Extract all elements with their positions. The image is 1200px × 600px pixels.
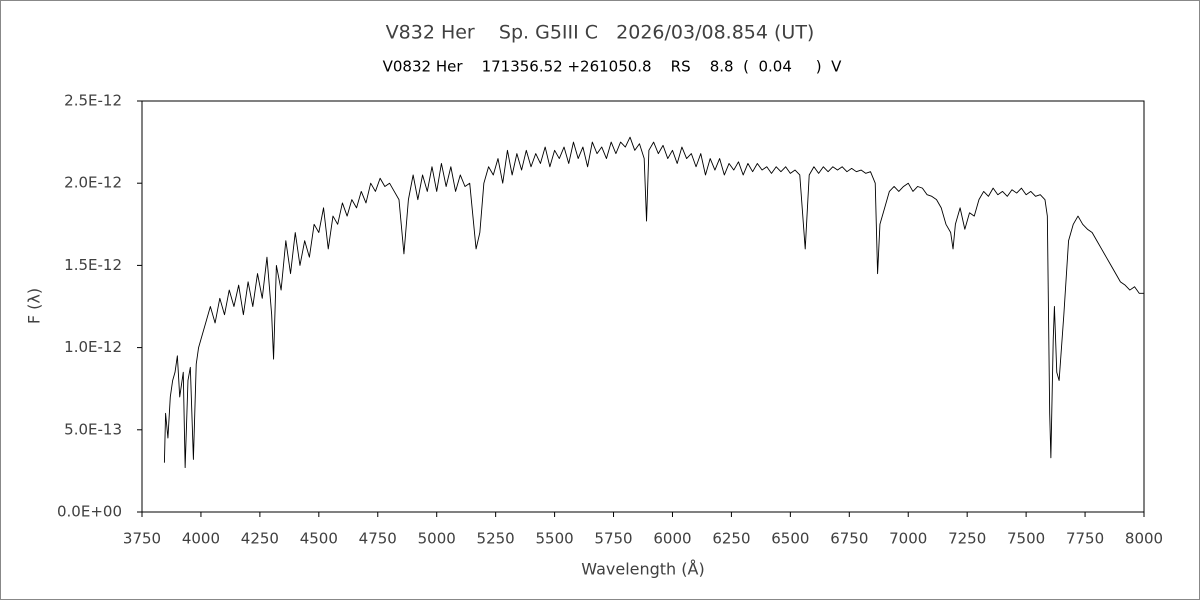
x-tick-label: 4500	[300, 530, 338, 548]
y-tick-label: 2.5E-12	[64, 92, 122, 110]
x-tick-label: 7250	[948, 530, 986, 548]
plot-area	[141, 100, 1145, 513]
x-tick-label: 6250	[712, 530, 750, 548]
x-tick-label: 5250	[477, 530, 515, 548]
spectrum-line	[163, 136, 1144, 469]
x-tick-label: 7750	[1066, 530, 1104, 548]
x-axis-label: Wavelength (Å)	[581, 560, 704, 579]
x-tick-label: 6000	[653, 530, 691, 548]
y-tick-label: 5.0E-13	[64, 420, 122, 438]
x-tick-label: 8000	[1125, 530, 1163, 548]
y-tick-label: 1.5E-12	[64, 256, 122, 274]
x-tick-label: 6500	[771, 530, 809, 548]
x-tick-label: 6750	[830, 530, 868, 548]
y-tick-label: 1.0E-12	[64, 338, 122, 356]
chart-title: V832 Her Sp. G5III C 2026/03/08.854 (UT)	[386, 22, 815, 44]
x-tick-label: 5500	[535, 530, 573, 548]
x-tick-label: 5000	[418, 530, 456, 548]
y-axis-label: F (λ)	[25, 288, 44, 324]
x-tick-label: 7500	[1007, 530, 1045, 548]
y-tick-label: 2.0E-12	[64, 174, 122, 192]
y-tick-label: 0.0E+00	[57, 503, 122, 521]
x-tick-label: 4000	[182, 530, 220, 548]
x-tick-label: 4750	[359, 530, 397, 548]
x-tick-label: 7000	[889, 530, 927, 548]
x-tick-label: 5750	[594, 530, 632, 548]
x-tick-label: 4250	[241, 530, 279, 548]
x-tick-label: 3750	[123, 530, 161, 548]
chart-subtitle: V0832 Her 171356.52 +261050.8 RS 8.8 ( 0…	[383, 58, 842, 76]
